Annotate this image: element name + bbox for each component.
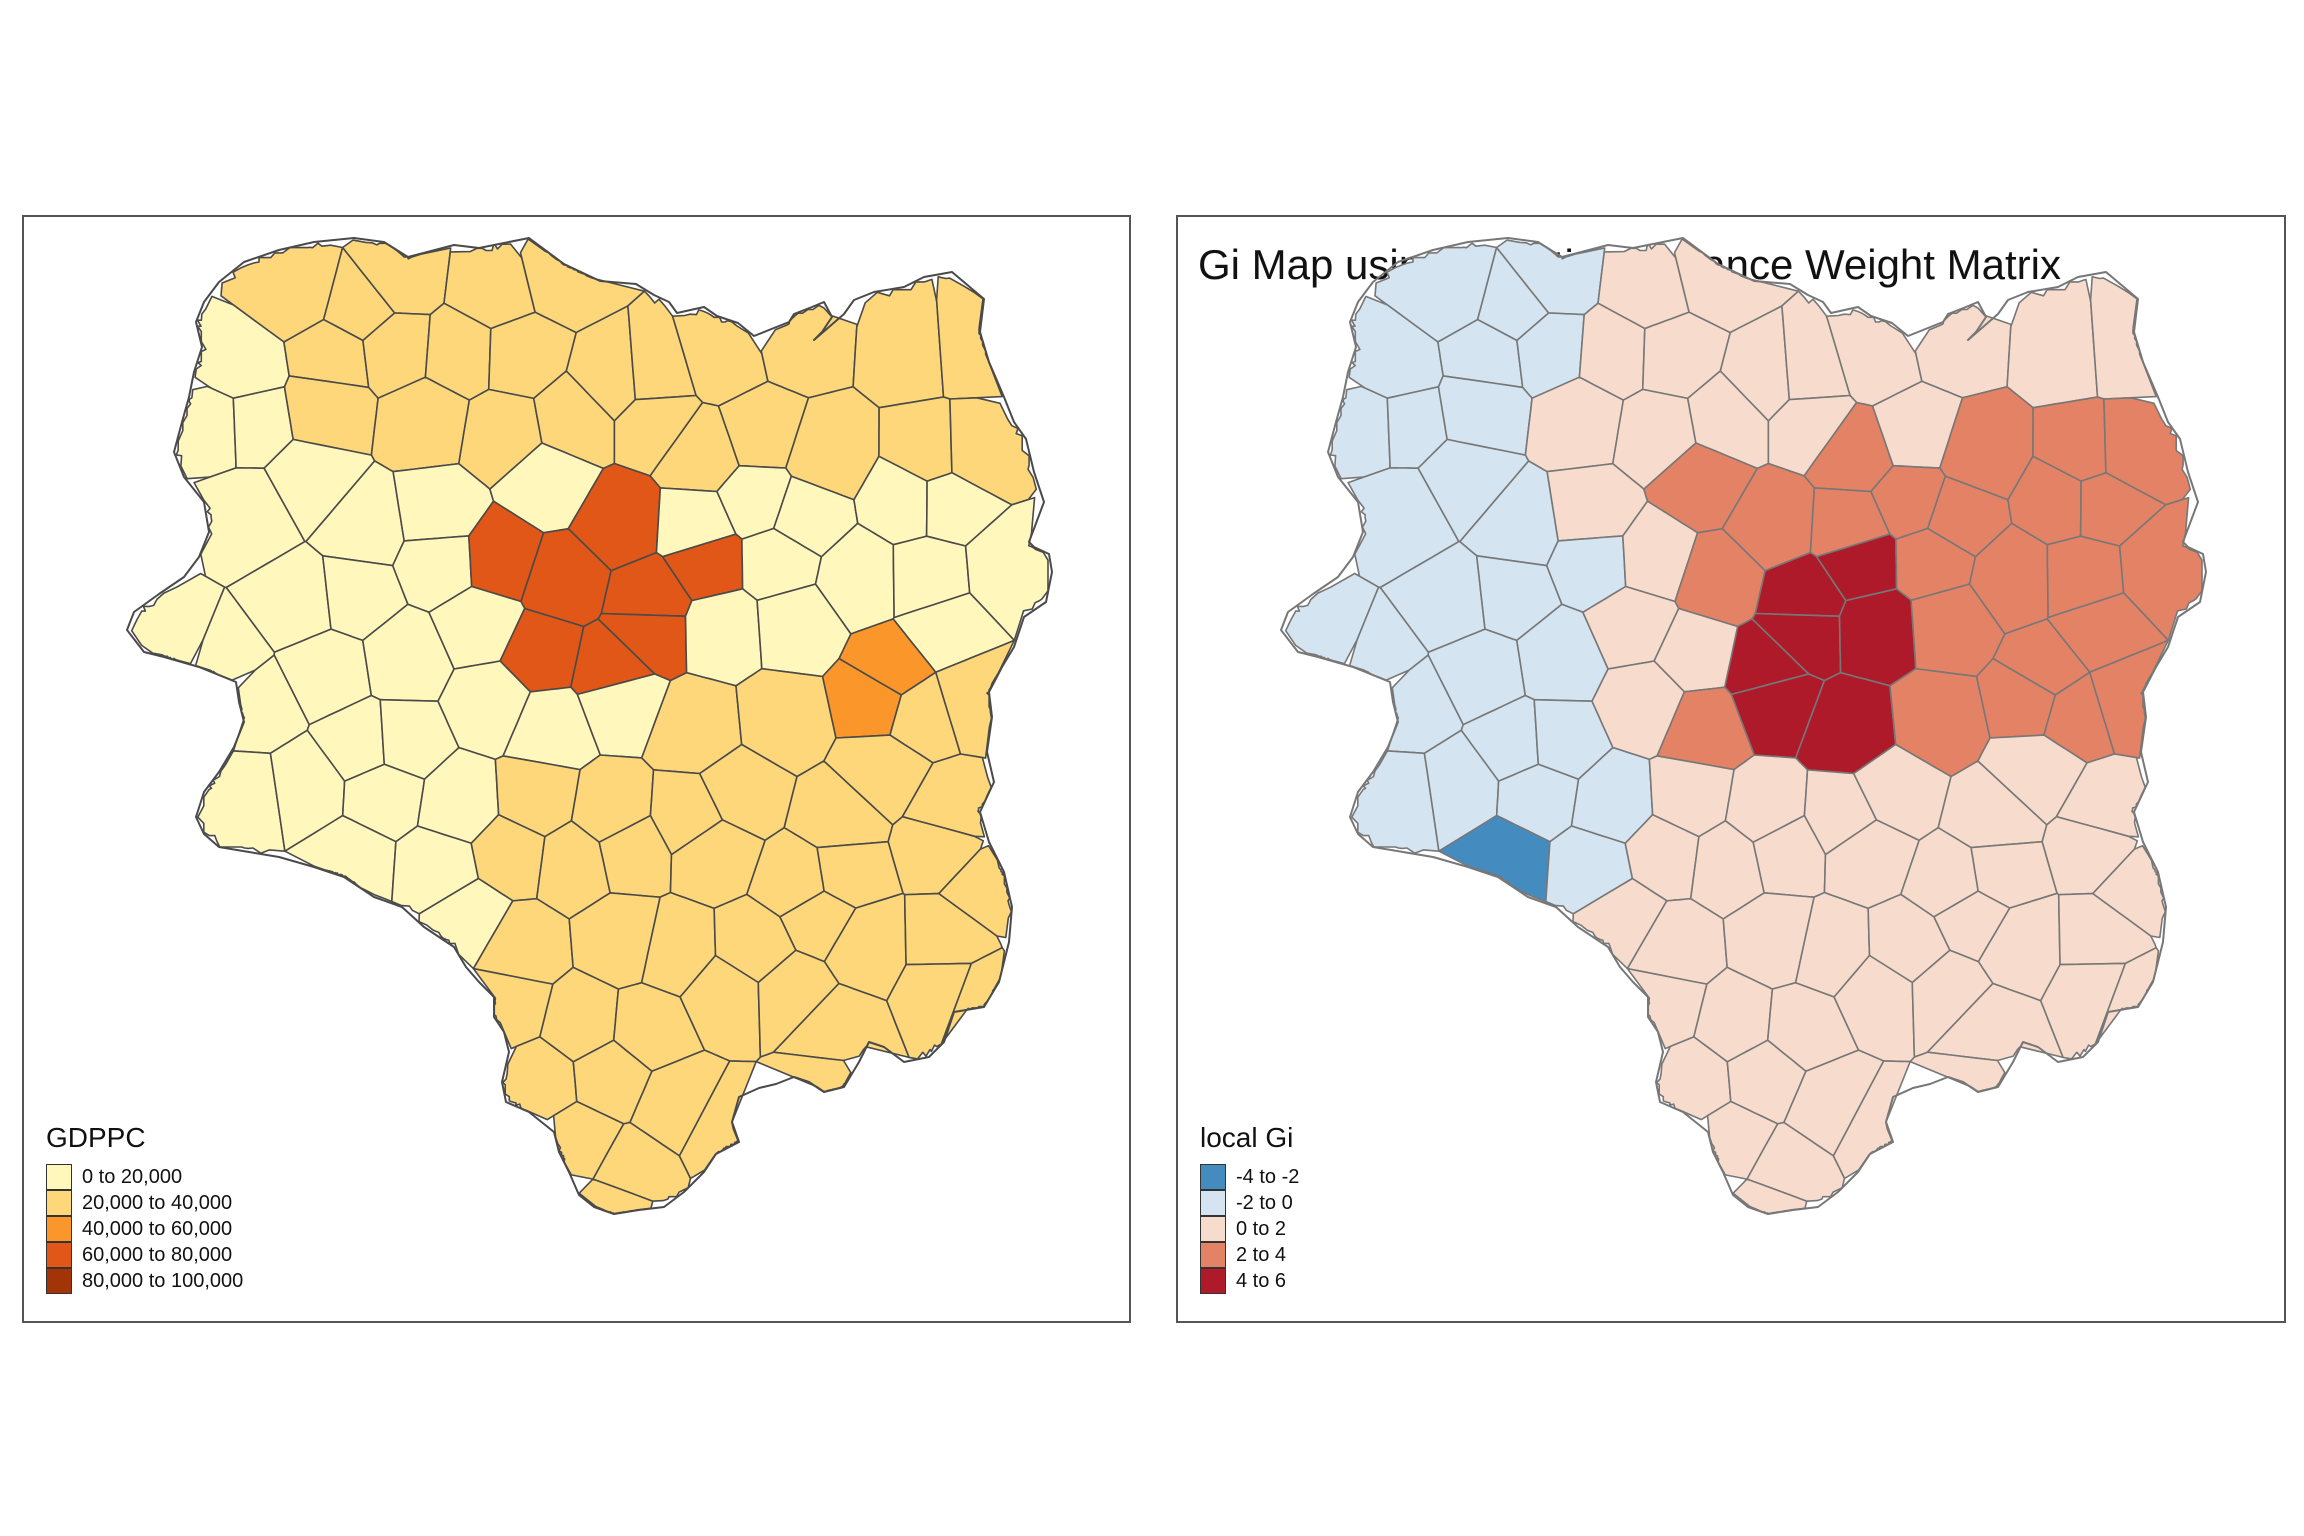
legend-label: 4 to 6 (1236, 1269, 1287, 1292)
county-region (678, 1060, 757, 1180)
county-region (592, 1121, 692, 1202)
county-region (2089, 276, 2157, 400)
legend-item-4: 2 to 4 (1200, 1242, 1299, 1268)
legend-label: 0 to 20,000 (82, 1165, 183, 1188)
legend-item-5: 4 to 6 (1200, 1268, 1299, 1294)
province-outline (1280, 237, 2207, 1215)
legend-swatch (1200, 1268, 1226, 1294)
legend-label: 20,000 to 40,000 (82, 1191, 233, 1214)
legend-swatch (1200, 1216, 1226, 1242)
legend-swatch (46, 1242, 72, 1268)
legend-item-4: 60,000 to 80,000 (46, 1242, 243, 1268)
legend-swatch (1200, 1242, 1226, 1268)
legend-item-3: 0 to 2 (1200, 1216, 1299, 1242)
county-region (1838, 588, 1917, 687)
legend-swatch (1200, 1164, 1226, 1190)
county-region (130, 572, 226, 665)
legend-label: -2 to 0 (1236, 1191, 1293, 1214)
county-region (1329, 385, 1391, 480)
legend-label: 80,000 to 100,000 (82, 1269, 244, 1292)
legend-label: 2 to 4 (1236, 1243, 1287, 1266)
legend-label: 0 to 2 (1236, 1217, 1287, 1240)
gi-legend: local Gi -4 to -2 -2 to 0 0 to 2 2 to 4 … (1200, 1122, 1299, 1294)
legend-swatch (1200, 1190, 1226, 1216)
gi-choropleth-map (1280, 237, 2207, 1215)
legend-item-3: 40,000 to 60,000 (46, 1216, 243, 1242)
gdppc-legend: GDPPC 0 to 20,000 20,000 to 40,000 40,00… (46, 1122, 243, 1294)
legend-swatch (46, 1190, 72, 1216)
legend-swatch (46, 1268, 72, 1294)
legend-item-2: -2 to 0 (1200, 1190, 1299, 1216)
county-region (2039, 962, 2127, 1060)
county-region (1655, 1036, 1732, 1121)
county-region (684, 588, 763, 687)
county-region (1284, 572, 1380, 665)
county-region (1832, 1060, 1911, 1180)
legend-item-1: -4 to -2 (1200, 1164, 1299, 1190)
gdppc-choropleth-map (126, 237, 1053, 1215)
legend-item-5: 80,000 to 100,000 (46, 1268, 243, 1294)
province-outline (126, 237, 1053, 1215)
county-region (885, 962, 973, 1060)
county-region (852, 278, 945, 409)
legend-item-1: 0 to 20,000 (46, 1164, 243, 1190)
legend-label: 40,000 to 60,000 (82, 1217, 233, 1240)
county-region (2006, 278, 2099, 409)
gdppc-map-panel: GDPPC 0 to 20,000 20,000 to 40,000 40,00… (22, 215, 1131, 1323)
legend-title: GDPPC (46, 1122, 146, 1153)
legend-title: local Gi (1200, 1122, 1294, 1153)
legend-label: 60,000 to 80,000 (82, 1243, 233, 1266)
legend-item-2: 20,000 to 40,000 (46, 1190, 243, 1216)
gi-map-panel: Gi Map using Adaptive Distance Weight Ma… (1176, 215, 2286, 1323)
county-region (501, 1036, 578, 1121)
legend-label: -4 to -2 (1236, 1165, 1300, 1188)
legend-swatch (46, 1216, 72, 1242)
legend-swatch (46, 1164, 72, 1190)
county-region (1746, 1121, 1846, 1202)
county-region (935, 276, 1003, 400)
county-region (175, 385, 237, 480)
